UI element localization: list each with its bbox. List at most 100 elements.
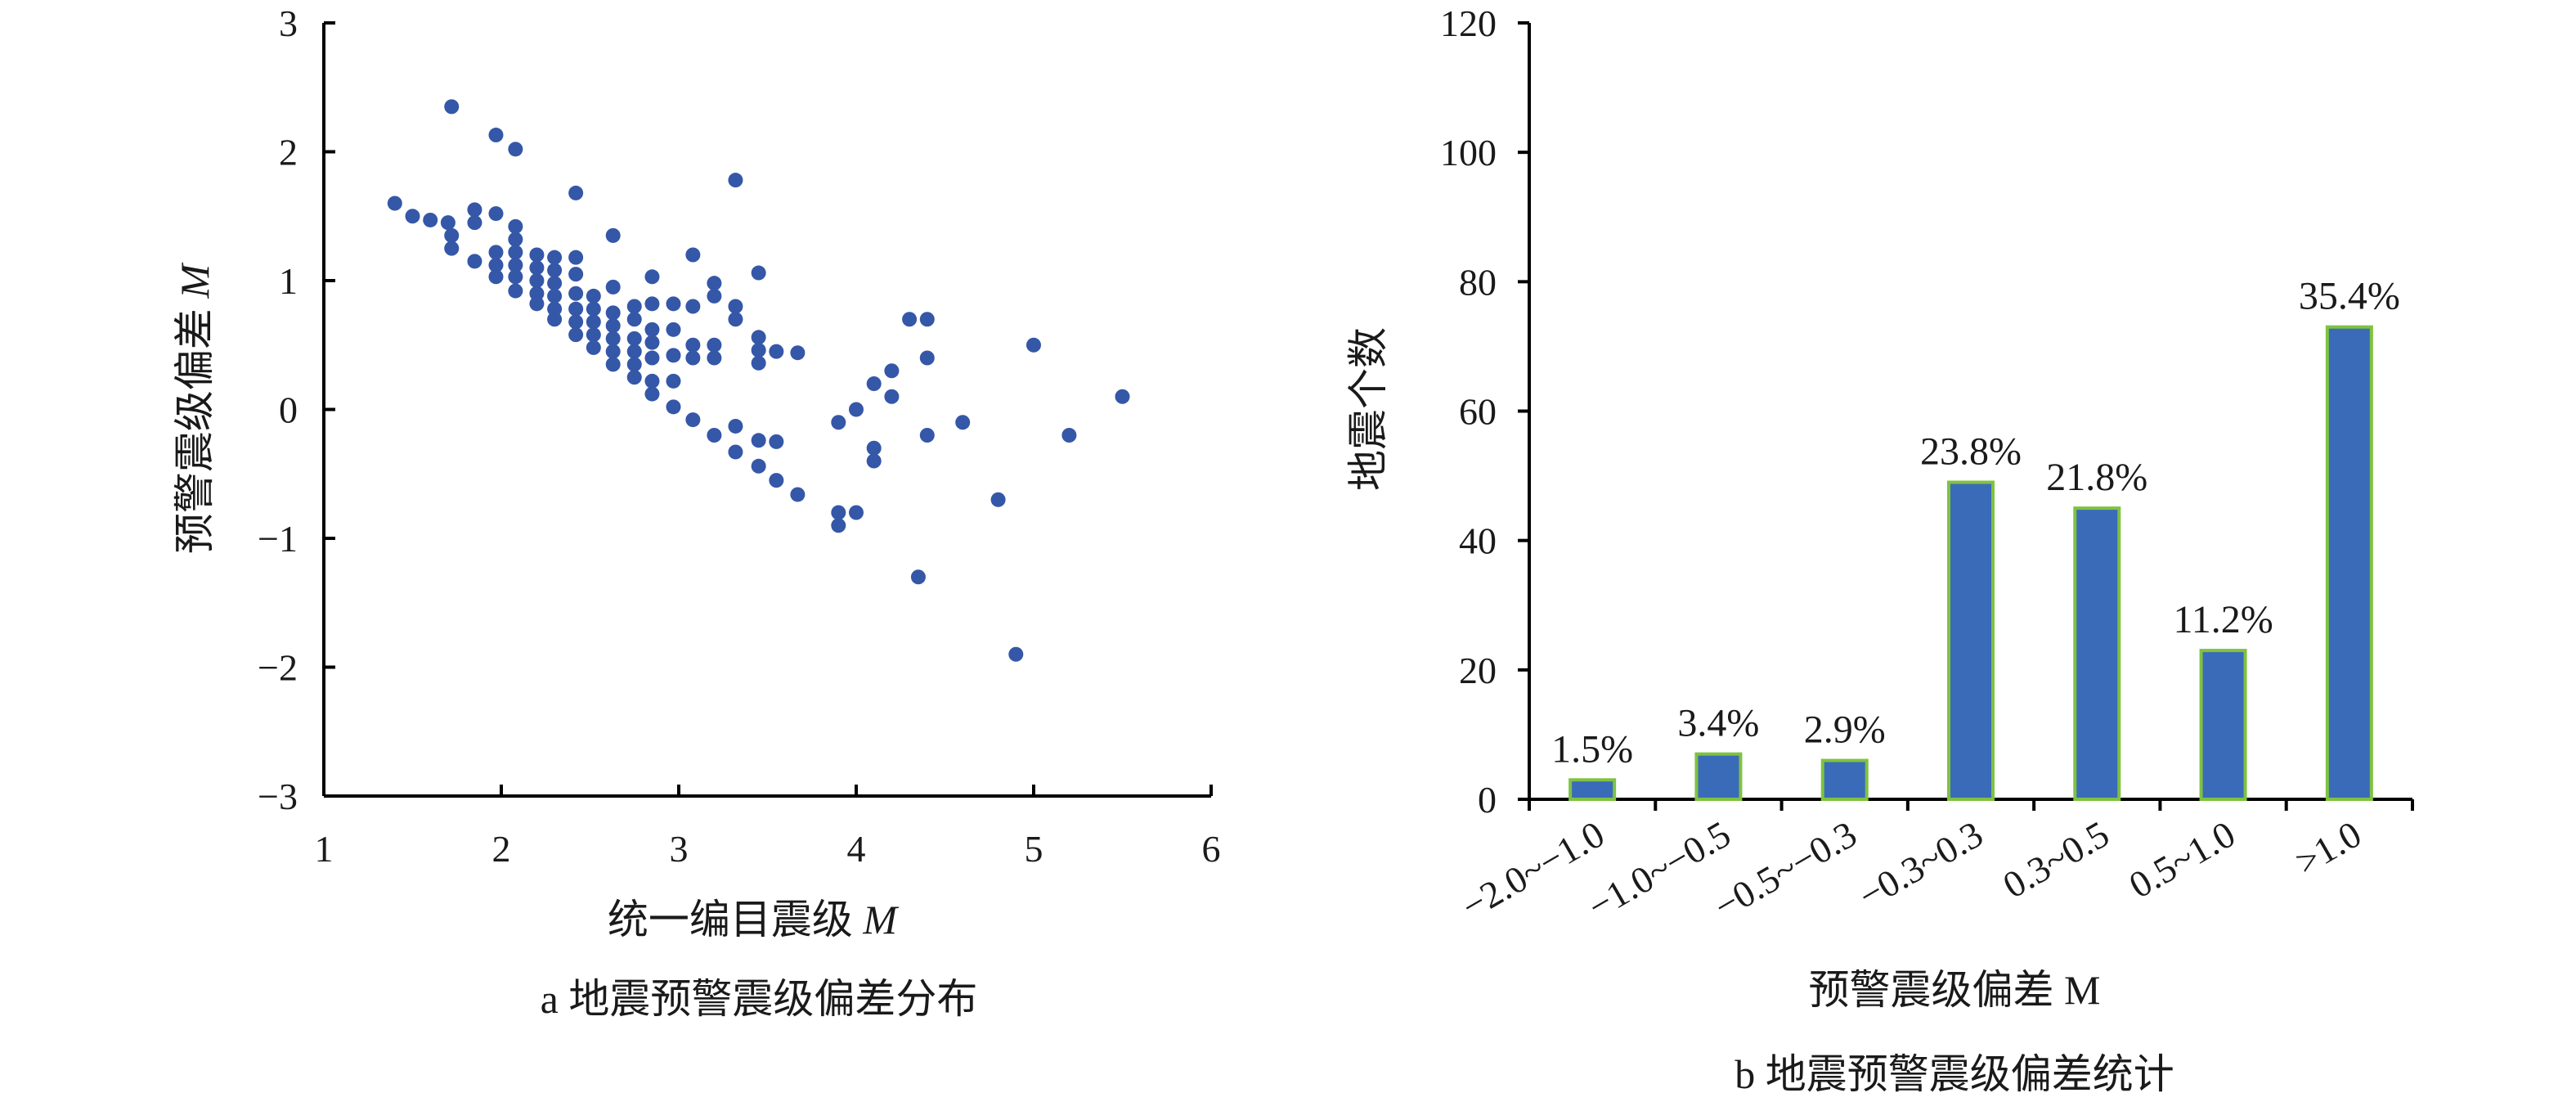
scatter-point [529, 273, 545, 288]
scatter-point [605, 357, 621, 372]
bar-caption: b 地震预警震级偏差统计 [1735, 1051, 2174, 1097]
scatter-y-tick-label: 2 [279, 132, 298, 173]
bar-data-label: 2.9% [1804, 708, 1886, 752]
bar-data-labels: 1.5% 3.4% 2.9% 23.8% 21.8% 11.2% 35.4% [1551, 275, 2400, 771]
bar [1820, 758, 1869, 801]
scatter-point [529, 247, 545, 263]
scatter-point [605, 331, 621, 346]
scatter-point [626, 357, 642, 372]
scatter-point [626, 299, 642, 314]
scatter-y-tick-label: 1 [279, 260, 298, 302]
scatter-point [568, 286, 584, 301]
scatter-point [751, 343, 766, 358]
scatter-point [644, 373, 660, 389]
scatter-point [444, 241, 460, 256]
scatter-point [866, 453, 882, 469]
scatter-point [751, 433, 766, 448]
scatter-point [849, 505, 864, 520]
scatter-y-tick-label: 3 [279, 2, 298, 44]
bar-category-labels: −2.0~−1.0−1.0~−0.5−0.5~−0.3−0.3~0.3 0.3~0… [1455, 812, 2368, 927]
scatter-point [644, 386, 660, 402]
bar-data-label: 1.5% [1551, 727, 1633, 771]
scatter-point [488, 245, 504, 260]
scatter-point [586, 314, 601, 330]
scatter-point [568, 185, 584, 200]
scatter-point [508, 283, 523, 299]
scatter-point [849, 402, 864, 417]
bar-category-label: 0.5~1.0 [2122, 812, 2242, 906]
scatter-point [444, 99, 460, 115]
scatter-point [644, 322, 660, 337]
scatter-y-tick-label: −1 [258, 518, 298, 560]
bar-category-label: 0.3~0.5 [1996, 812, 2116, 906]
scatter-x-tick-label: 5 [1025, 828, 1043, 870]
scatter-point [605, 227, 621, 243]
scatter-point [728, 444, 743, 460]
scatter-point [685, 337, 701, 353]
scatter-point [955, 415, 971, 430]
scatter-point [666, 296, 681, 312]
scatter-point [884, 389, 900, 404]
bar-data-label: 35.4% [2299, 275, 2400, 318]
bar-y-tick-label: 60 [1459, 391, 1497, 433]
bar-panel: 0 20 40 60 80 100 120 1.5% 3.4% 2.9% 23.8% 21.8% 11… [1345, 2, 2414, 1097]
bar-y-axis-title: 地震个数 [1345, 327, 1391, 491]
scatter-point [508, 232, 523, 247]
scatter-point [666, 399, 681, 415]
scatter-y-tick-label: −3 [258, 776, 298, 817]
scatter-point [547, 288, 563, 304]
scatter-point [1115, 389, 1130, 404]
scatter-point [1008, 646, 1024, 662]
bar-x-ticks [1528, 799, 2414, 811]
bar-data-label: 3.4% [1677, 702, 1759, 745]
scatter-x-ticks: 1 2 3 4 5 6 [315, 785, 1221, 870]
scatter-point [626, 370, 642, 385]
scatter-x-tick-label: 1 [315, 828, 334, 870]
scatter-point [902, 312, 918, 327]
scatter-point [423, 212, 438, 227]
scatter-points [387, 99, 1130, 662]
scatter-point [605, 318, 621, 334]
scatter-x-axis-title: 统一编目震级 M [608, 897, 900, 942]
scatter-point [707, 288, 722, 304]
scatter-point [831, 415, 846, 430]
bar-category-label: −2.0~−1.0 [1455, 812, 1612, 927]
bar-y-tick-label: 20 [1459, 650, 1497, 691]
scatter-caption: a 地震预警震级偏差分布 [541, 976, 978, 1022]
scatter-point [568, 314, 584, 330]
scatter-point [831, 518, 846, 533]
scatter-point [707, 337, 722, 353]
scatter-point [568, 327, 584, 343]
bar-y-tick-label: 120 [1440, 2, 1497, 44]
scatter-point [547, 312, 563, 327]
scatter-point [605, 344, 621, 359]
bar-data-label: 21.8% [2046, 456, 2147, 499]
scatter-point [769, 473, 784, 488]
scatter-point [508, 142, 523, 157]
scatter-x-tick-label: 3 [670, 828, 689, 870]
scatter-point [547, 263, 563, 278]
scatter-point [831, 505, 846, 520]
scatter-point [666, 322, 681, 337]
scatter-point [440, 215, 456, 231]
scatter-point [467, 254, 482, 269]
scatter-x-tick-label: 6 [1202, 828, 1221, 870]
scatter-point [790, 487, 806, 502]
scatter-point [586, 301, 601, 317]
scatter-point [685, 412, 701, 428]
scatter-point [1061, 428, 1077, 443]
scatter-y-tick-label: 0 [279, 389, 298, 431]
scatter-point [666, 348, 681, 363]
scatter-point [387, 196, 402, 211]
scatter-point [728, 173, 743, 188]
bar-y-tick-label: 80 [1459, 261, 1497, 303]
bar-x-axis-title: 预警震级偏差 M [1809, 967, 2101, 1013]
scatter-point [626, 312, 642, 327]
scatter-point [488, 128, 504, 143]
scatter-point [529, 286, 545, 301]
scatter-point [508, 218, 523, 234]
scatter-point [1026, 337, 1041, 353]
scatter-point [568, 267, 584, 282]
scatter-panel: −3 −2 −1 0 1 2 3 1 2 3 4 5 6 预警震级偏差 M 统一编目震级 M a 地震… [172, 2, 1221, 1022]
